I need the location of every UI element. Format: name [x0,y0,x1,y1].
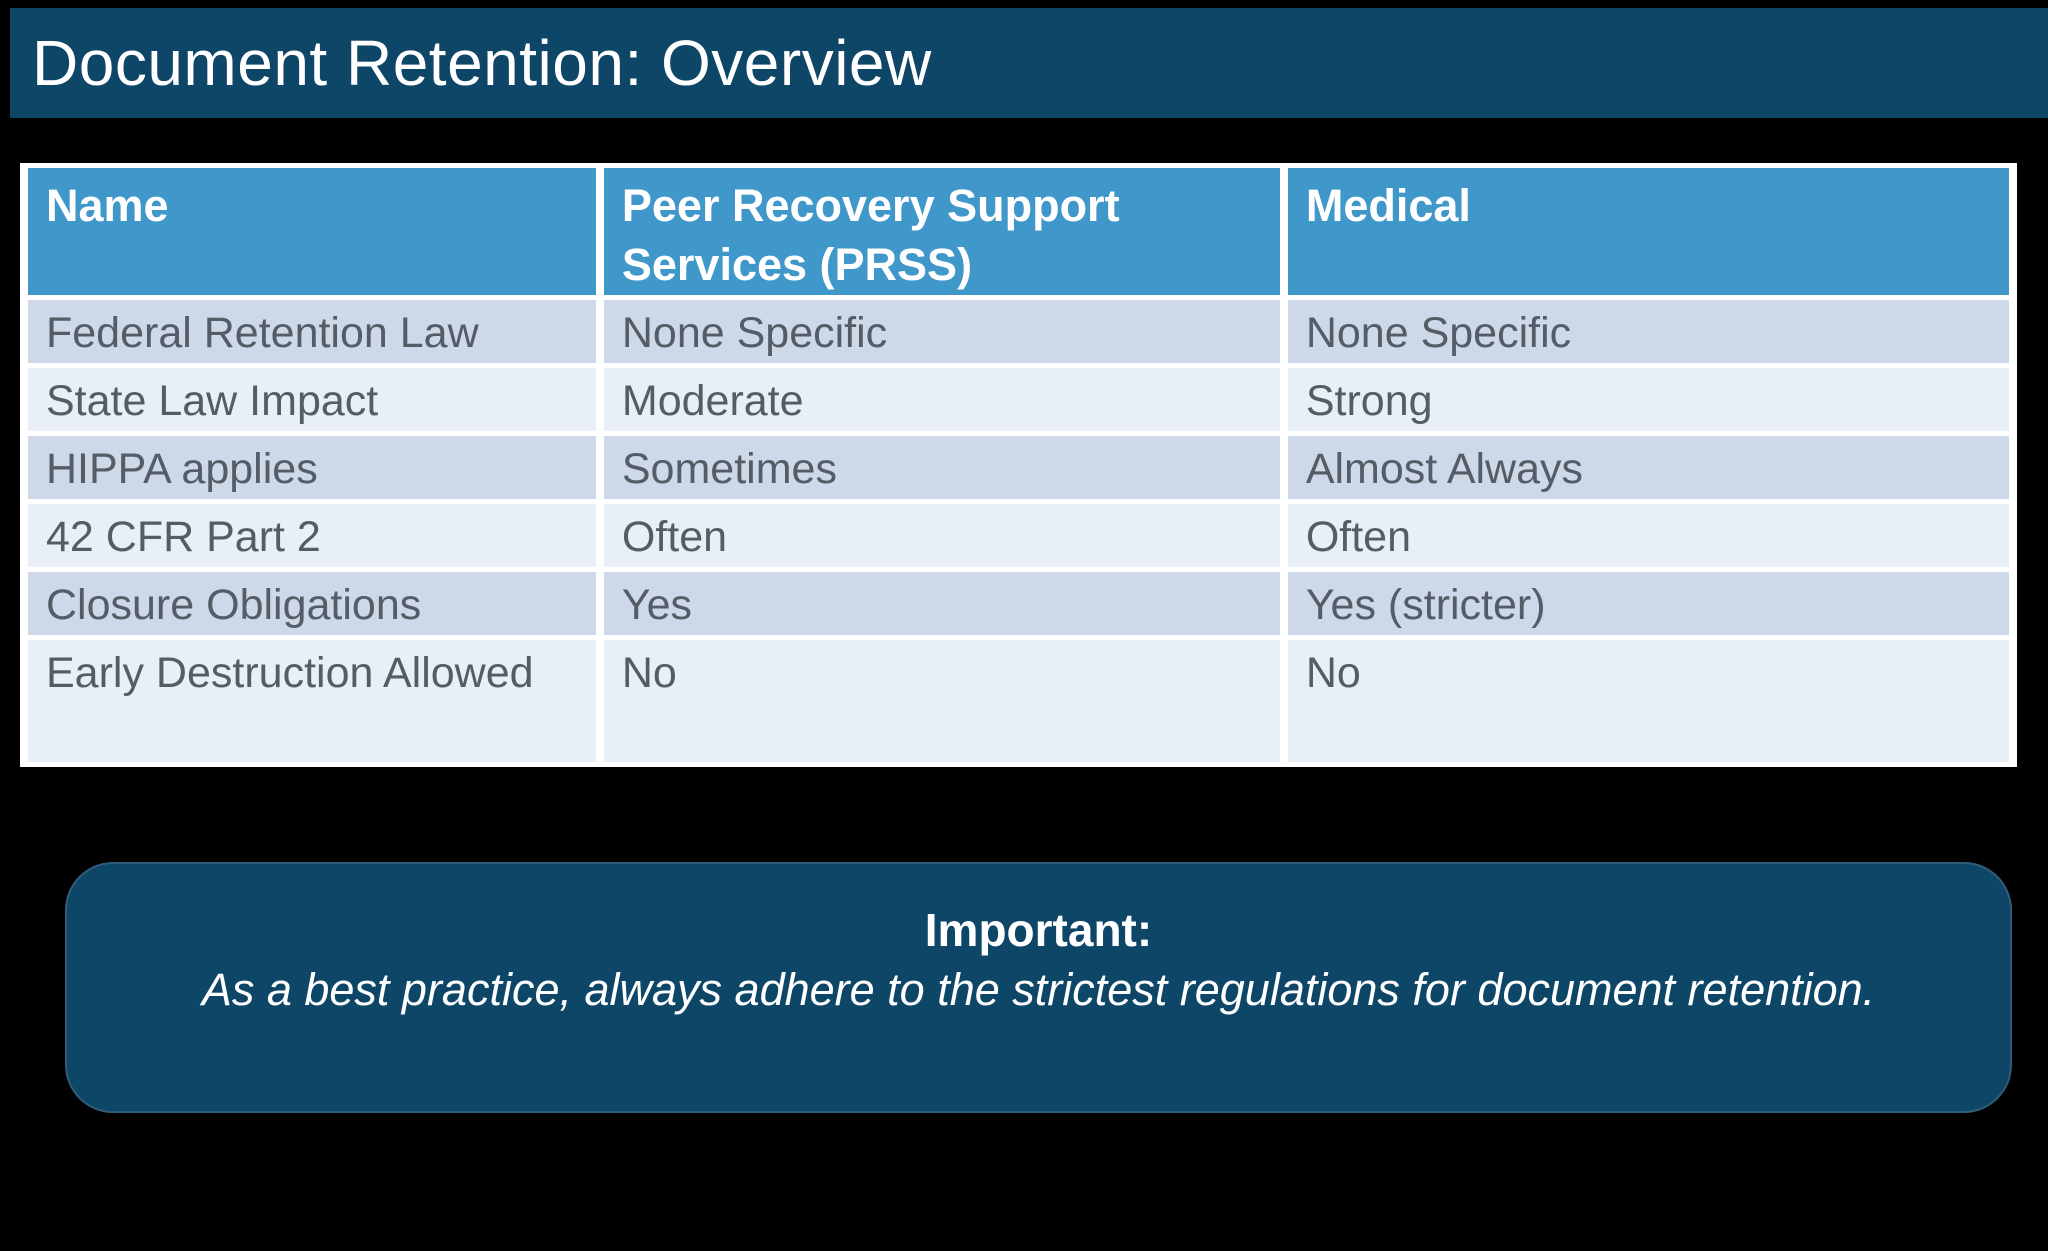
table-row: State Law Impact Moderate Strong [28,367,2009,431]
retention-table: Name Peer Recovery Support Services (PRS… [20,163,2017,767]
medical-value: Strong [1287,367,2009,431]
medical-value: No [1287,639,2009,762]
col-header-prss: Peer Recovery Support Services (PRSS) [603,168,1280,295]
table-row: Early Destruction Allowed No No [28,639,2009,762]
title-bar: Document Retention: Overview [10,8,2048,118]
important-callout: Important: As a best practice, always ad… [65,862,2012,1113]
callout-heading: Important: [924,904,1153,956]
medical-value: Yes (stricter) [1287,571,2009,635]
col-header-medical: Medical [1287,168,2009,295]
callout-body: As a best practice, always adhere to the… [201,964,1876,1016]
row-label: 42 CFR Part 2 [28,503,596,567]
table-row: Closure Obligations Yes Yes (stricter) [28,571,2009,635]
table-row: 42 CFR Part 2 Often Often [28,503,2009,567]
table-row: Federal Retention Law None Specific None… [28,299,2009,363]
row-label: State Law Impact [28,367,596,431]
prss-value: Sometimes [603,435,1280,499]
row-label: Closure Obligations [28,571,596,635]
row-label: HIPPA applies [28,435,596,499]
prss-value: Moderate [603,367,1280,431]
page-title: Document Retention: Overview [32,27,932,99]
col-header-name: Name [28,168,596,295]
prss-value: None Specific [603,299,1280,363]
table-row: HIPPA applies Sometimes Almost Always [28,435,2009,499]
table-header-row: Name Peer Recovery Support Services (PRS… [28,168,2009,295]
medical-value: Almost Always [1287,435,2009,499]
retention-table-wrap: Name Peer Recovery Support Services (PRS… [20,163,2017,767]
medical-value: Often [1287,503,2009,567]
row-label: Federal Retention Law [28,299,596,363]
prss-value: Yes [603,571,1280,635]
medical-value: None Specific [1287,299,2009,363]
row-label: Early Destruction Allowed [28,639,596,762]
prss-value: No [603,639,1280,762]
prss-value: Often [603,503,1280,567]
